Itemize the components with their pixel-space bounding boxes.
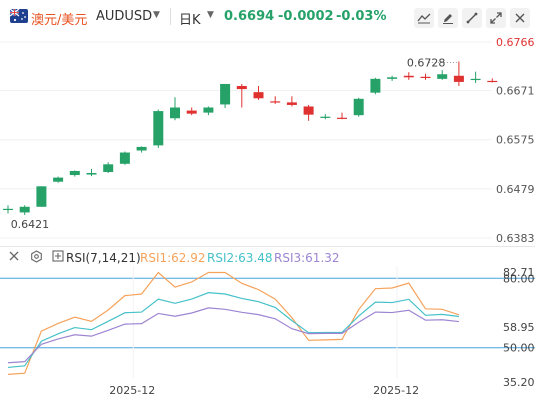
draw-line-tool-button[interactable] (462, 8, 482, 28)
candle-body[interactable] (437, 74, 448, 79)
timeframe-dropdown-caret-icon[interactable]: ▼ (207, 10, 214, 20)
trend-line-tool-button[interactable] (414, 8, 434, 28)
rsi-y-axis-tick-label: 58.95 (503, 321, 535, 334)
indicator-name[interactable]: RSI(7,14,21) (66, 251, 141, 265)
candle-body[interactable] (103, 164, 114, 172)
x-axis-tick-label: 2025-12 (109, 384, 155, 396)
y-axis-tick-label: 0.6575 (496, 134, 535, 147)
expand-icon (490, 12, 502, 24)
trend-line-icon (417, 13, 431, 24)
rsi-series-line (7, 271, 460, 375)
candle-body[interactable] (286, 102, 297, 105)
rsi-y-axis-tick-label: 35.20 (503, 376, 535, 389)
y-axis-tick-label: 0.6671 (496, 85, 535, 98)
draw-line-icon (466, 12, 478, 24)
pencil-tool-button[interactable] (438, 8, 458, 28)
candle-body[interactable] (270, 101, 281, 103)
candle-body[interactable] (170, 107, 180, 119)
rsi-y-axis-tick-label: 82.71 (503, 266, 535, 279)
price-change: -0.0002 (278, 9, 334, 24)
rsi2-value: RSI2:63.48 (207, 251, 273, 265)
gear-icon (31, 250, 42, 263)
pane-divider[interactable] (0, 246, 535, 247)
rsi1-value: RSI1:62.92 (140, 251, 206, 265)
last-price: 0.6694 (224, 9, 275, 24)
candle-body[interactable] (303, 106, 314, 115)
candle-body[interactable] (53, 177, 64, 182)
candle-body[interactable] (19, 206, 30, 213)
candle-body[interactable] (136, 146, 147, 151)
candle-body[interactable] (320, 116, 331, 118)
pair-code[interactable]: AUDUSD (96, 9, 153, 24)
y-axis-tick-label: 0.6479 (496, 183, 535, 196)
reference-line-label: 80.00 (503, 272, 535, 285)
quote-header: 澳元/美元 AUDUSD ▼ 日K ▼ 0.6694 -0.0002 -0.03… (0, 0, 535, 34)
candle-body[interactable] (470, 78, 481, 81)
y-axis-tick-label: 0.6383 (496, 232, 535, 245)
candle-body[interactable] (186, 110, 197, 114)
rsi-series-line (7, 292, 459, 369)
header-separator (170, 8, 171, 25)
candle-body[interactable] (253, 92, 264, 99)
pencil-icon (443, 14, 453, 24)
x-axis-tick-label: 2025-12 (373, 384, 419, 396)
australia-flag-icon (10, 9, 28, 23)
timeframe-selector[interactable]: 日K (179, 13, 201, 28)
rsi-series-line (7, 307, 459, 364)
candlestick-chart[interactable]: 0.6766 0.6671 0.6575 0.6479 0.6383 0.6728 0.64… (0, 0, 535, 246)
candle-body[interactable] (119, 152, 130, 164)
candle-body[interactable] (403, 75, 414, 78)
candle-body[interactable] (453, 75, 464, 82)
pair-dropdown-caret-icon[interactable]: ▼ (153, 10, 160, 20)
candle-body[interactable] (387, 77, 398, 79)
candle-body[interactable] (86, 173, 97, 175)
candle-body[interactable] (487, 80, 498, 83)
close-icon (515, 13, 525, 23)
y-axis-tick-label: 0.6766 (496, 36, 535, 49)
close-icon (9, 251, 19, 261)
price-change-percent: -0.03% (336, 9, 387, 24)
rsi3-value: RSI3:61.32 (274, 251, 340, 265)
candle-body[interactable] (36, 186, 47, 207)
candle-body[interactable] (3, 208, 13, 211)
rsi-indicator-bar: RSI(7,14,21) RSI1:62.92 RSI2:63.48 RSI3:… (0, 250, 535, 268)
candle-body[interactable] (203, 107, 214, 113)
expand-button[interactable] (486, 8, 506, 28)
high-annotation-label: 0.6728 (407, 56, 446, 69)
candle-body[interactable] (153, 111, 164, 146)
indicator-settings-button[interactable] (30, 250, 43, 266)
candle-body[interactable] (420, 76, 431, 78)
indicator-expand-button[interactable] (52, 250, 64, 265)
low-annotation-label: 0.6421 (11, 218, 50, 231)
candle-body[interactable] (220, 83, 231, 105)
reference-line-label: 50.00 (503, 342, 535, 355)
candle-body[interactable] (353, 98, 364, 116)
candle-body[interactable] (370, 78, 381, 93)
close-chart-button[interactable] (510, 8, 530, 28)
indicator-close-button[interactable] (8, 250, 20, 265)
rsi-chart[interactable]: 80.00 50.00 82.71 58.95 35.20 2025-12 2025-12 (0, 266, 535, 396)
square-plus-icon (52, 250, 64, 262)
candle-body[interactable] (236, 86, 247, 90)
pair-name-cn[interactable]: 澳元/美元 (31, 13, 88, 28)
candle-body[interactable] (69, 170, 80, 176)
candle-body[interactable] (337, 117, 347, 119)
